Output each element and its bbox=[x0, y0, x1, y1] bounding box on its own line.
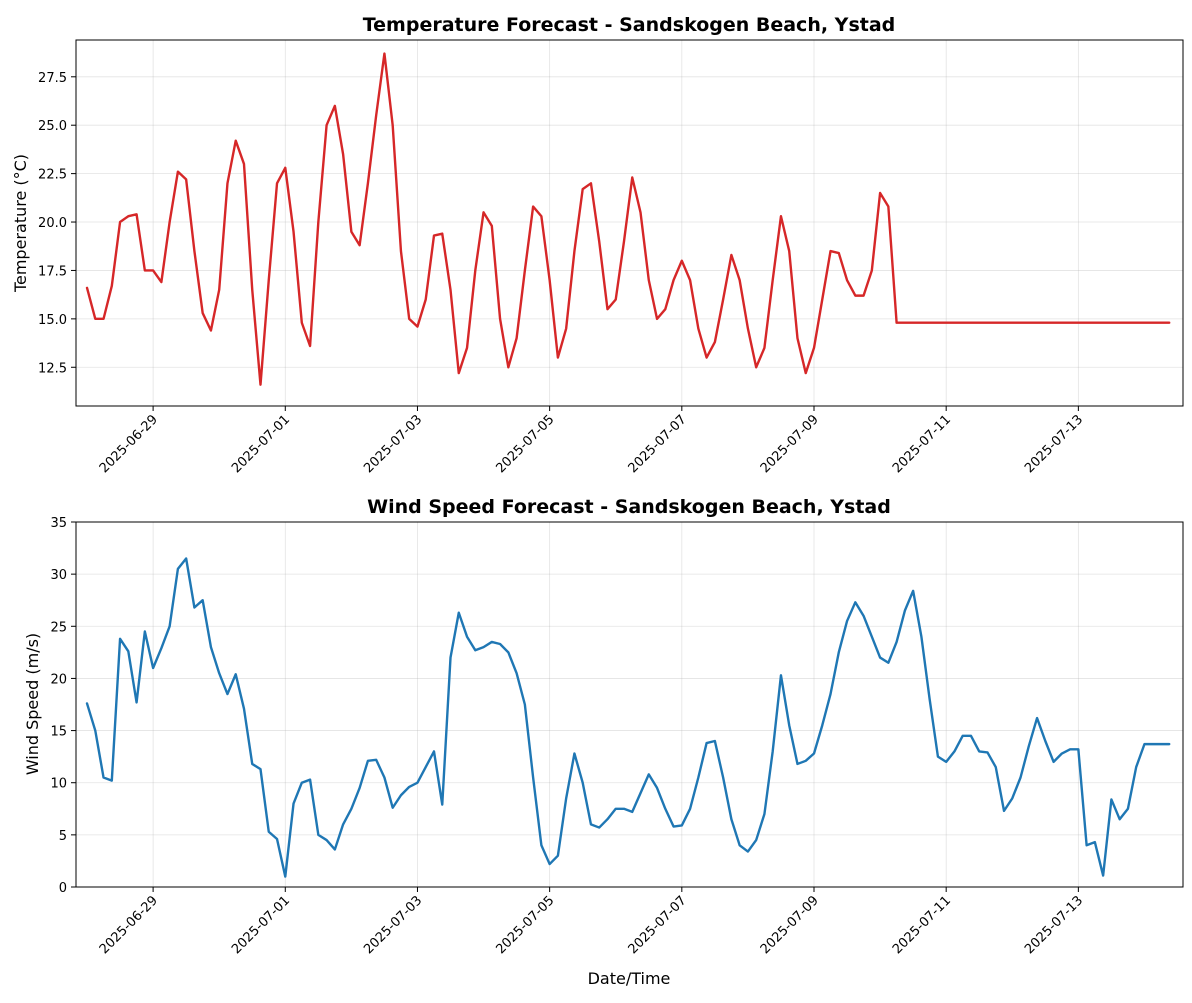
wind-speed-plot-frame bbox=[75, 521, 1184, 888]
wind-speed-y-axis: 0 5 10 15 20 25 30 35 bbox=[50, 516, 76, 896]
temperature-y-tick-label: 25.0 bbox=[38, 119, 67, 134]
temperature-y-tick-label: 22.5 bbox=[38, 168, 67, 183]
wind-speed-y-tick-label: 15 bbox=[50, 725, 67, 740]
wind-speed-series bbox=[85, 557, 1171, 878]
temperature-plot-frame bbox=[75, 39, 1184, 407]
temperature-y-tick-label: 27.5 bbox=[38, 71, 67, 86]
wind-speed-x-axis-label: Date/Time bbox=[588, 969, 671, 988]
temperature-series bbox=[85, 52, 1171, 386]
temperature-y-tick-label: 17.5 bbox=[38, 264, 67, 279]
wind-speed-y-tick-label: 20 bbox=[50, 672, 67, 687]
temperature-line bbox=[85, 52, 1171, 386]
wind-speed-line bbox=[85, 557, 1171, 878]
temperature-y-tick-label: 20.0 bbox=[38, 216, 67, 231]
wind-speed-y-tick-label: 10 bbox=[50, 777, 67, 792]
wind-speed-y-tick-label: 5 bbox=[59, 829, 67, 844]
wind-speed-y-tick-label: 0 bbox=[59, 881, 67, 896]
wind-speed-y-tick-label: 30 bbox=[50, 568, 67, 583]
temperature-y-axis: 12.5 15.0 17.5 20.0 22.5 25.0 27.5 bbox=[38, 71, 76, 376]
wind-speed-y-axis-label: Wind Speed (m/s) bbox=[23, 633, 42, 775]
wind-speed-y-tick-label: 35 bbox=[50, 516, 67, 531]
temperature-y-tick-label: 15.0 bbox=[38, 313, 67, 328]
temperature-y-axis-label: Temperature (°C) bbox=[11, 154, 30, 293]
wind-speed-chart-title: Wind Speed Forecast - Sandskogen Beach, … bbox=[367, 496, 891, 518]
wind-speed-y-tick-label: 25 bbox=[50, 620, 67, 635]
temperature-chart-title: Temperature Forecast - Sandskogen Beach,… bbox=[363, 14, 896, 36]
temperature-y-tick-label: 12.5 bbox=[38, 361, 67, 376]
